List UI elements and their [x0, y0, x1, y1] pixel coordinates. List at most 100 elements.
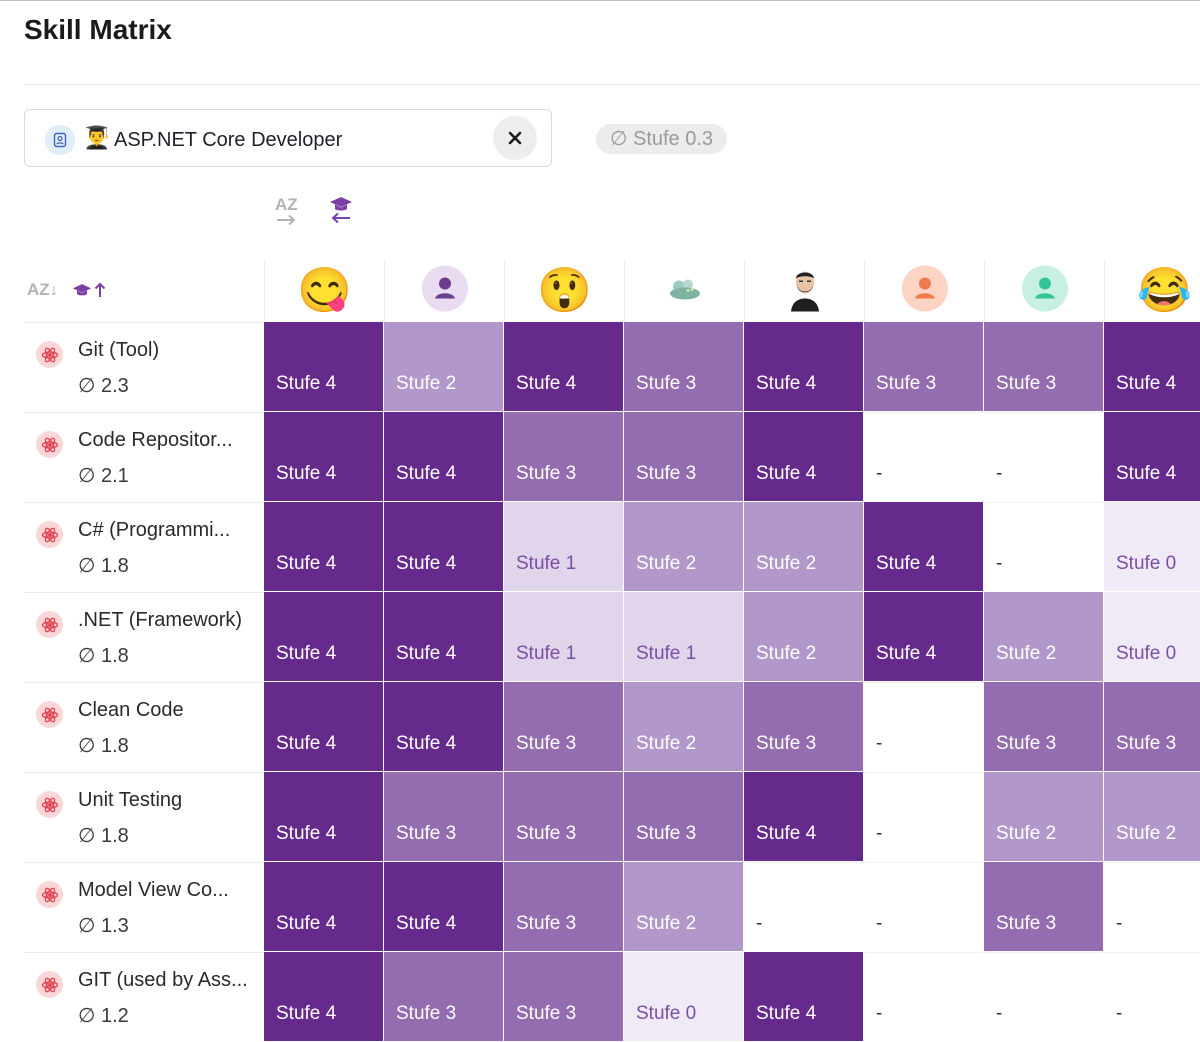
skill-level-cell[interactable]: - — [984, 952, 1104, 1042]
skill-level-cell[interactable]: - — [984, 412, 1104, 502]
skill-level-cell[interactable]: Stufe 0 — [1104, 592, 1200, 682]
skill-level-cell[interactable]: Stufe 3 — [384, 772, 504, 862]
skill-level-cell[interactable]: Stufe 3 — [504, 862, 624, 952]
skill-level-cell[interactable]: Stufe 4 — [264, 592, 384, 682]
skill-row-label[interactable]: Unit Testing ∅ 1.8 — [24, 772, 264, 862]
person-column-header[interactable] — [984, 260, 1104, 322]
skill-level-cell[interactable]: Stufe 4 — [264, 772, 384, 862]
skill-level-cell[interactable]: Stufe 4 — [744, 322, 864, 412]
skill-level-cell[interactable]: - — [864, 952, 984, 1042]
skill-row-label[interactable]: Code Repositor... ∅ 2.1 — [24, 412, 264, 502]
skill-level-label: Stufe 3 — [516, 733, 577, 754]
skill-level-cell[interactable]: Stufe 4 — [864, 502, 984, 592]
person-column-header[interactable] — [624, 260, 744, 322]
skill-level-cell[interactable]: Stufe 2 — [624, 502, 744, 592]
person-column-header[interactable]: 😲 — [504, 260, 624, 322]
skill-level-cell[interactable]: Stufe 2 — [744, 502, 864, 592]
skill-level-cell[interactable]: Stufe 4 — [864, 592, 984, 682]
skill-level-cell[interactable]: - — [864, 772, 984, 862]
person-column-header[interactable]: 😋 — [264, 260, 384, 322]
skill-level-cell[interactable]: Stufe 4 — [1104, 322, 1200, 412]
skill-level-cell[interactable]: Stufe 2 — [384, 322, 504, 412]
skill-level-cell[interactable]: Stufe 3 — [624, 412, 744, 502]
skill-level-cell[interactable]: - — [1104, 862, 1200, 952]
skill-row-label[interactable]: Git (Tool) ∅ 2.3 — [24, 322, 264, 412]
skill-level-cell[interactable]: Stufe 4 — [384, 592, 504, 682]
skill-level-label: Stufe 4 — [756, 373, 817, 394]
matrix-row: Stufe 4 Stufe 3 Stufe 3 Stufe 3 Stufe 4 - Stuf… — [264, 772, 1200, 862]
skill-level-cell[interactable]: Stufe 3 — [504, 412, 624, 502]
skill-level-cell[interactable]: Stufe 2 — [624, 682, 744, 772]
skill-row-label[interactable]: GIT (used by Ass... ∅ 1.2 — [24, 952, 264, 1042]
skill-level-cell[interactable]: Stufe 3 — [744, 682, 864, 772]
skill-level-cell[interactable]: - — [864, 682, 984, 772]
sort-rows-level-button[interactable] — [72, 282, 106, 298]
skill-level-cell[interactable]: Stufe 4 — [744, 772, 864, 862]
skill-level-cell[interactable]: - — [864, 862, 984, 952]
person-avatar-icon — [1021, 265, 1068, 317]
skill-level-cell[interactable]: - — [744, 862, 864, 952]
person-column-header[interactable]: 😂 — [1104, 260, 1200, 322]
skill-level-cell[interactable]: Stufe 0 — [1104, 502, 1200, 592]
emoji-avatar: 😲 — [537, 266, 592, 315]
skill-level-cell[interactable]: Stufe 2 — [984, 592, 1104, 682]
skill-level-cell[interactable]: Stufe 1 — [504, 592, 624, 682]
skill-level-cell[interactable]: Stufe 4 — [264, 682, 384, 772]
skill-level-cell[interactable]: Stufe 4 — [264, 862, 384, 952]
skill-level-cell[interactable]: Stufe 4 — [744, 412, 864, 502]
skill-row-label[interactable]: .NET (Framework) ∅ 1.8 — [24, 592, 264, 682]
skill-level-label: Stufe 1 — [516, 553, 577, 574]
skill-level-cell[interactable]: Stufe 3 — [984, 682, 1104, 772]
skill-level-cell[interactable]: Stufe 3 — [504, 682, 624, 772]
skill-level-cell[interactable]: Stufe 1 — [504, 502, 624, 592]
skill-level-label: Stufe 2 — [1116, 823, 1177, 844]
skill-level-cell[interactable]: Stufe 2 — [624, 862, 744, 952]
skill-level-cell[interactable]: Stufe 3 — [864, 322, 984, 412]
skill-level-cell[interactable]: Stufe 4 — [1104, 412, 1200, 502]
skill-level-cell[interactable]: Stufe 3 — [1104, 682, 1200, 772]
role-filter[interactable]: 👨‍🎓 ASP.NET Core Developer — [24, 109, 552, 167]
person-column-header[interactable] — [744, 260, 864, 322]
skill-level-cell[interactable]: Stufe 3 — [504, 952, 624, 1042]
skill-level-cell[interactable]: Stufe 3 — [504, 772, 624, 862]
skill-level-label: Stufe 4 — [516, 373, 577, 394]
skill-level-cell[interactable]: Stufe 4 — [264, 322, 384, 412]
skill-level-cell[interactable]: - — [864, 412, 984, 502]
skill-level-label: - — [996, 463, 1003, 484]
skill-level-cell[interactable]: Stufe 4 — [504, 322, 624, 412]
skill-level-cell[interactable]: Stufe 3 — [984, 322, 1104, 412]
skill-level-cell[interactable]: - — [984, 502, 1104, 592]
skill-level-cell[interactable]: Stufe 2 — [1104, 772, 1200, 862]
skill-level-cell[interactable]: - — [1104, 952, 1200, 1042]
skill-level-cell[interactable]: Stufe 4 — [384, 682, 504, 772]
clear-role-button[interactable] — [493, 116, 537, 160]
matrix-row: Stufe 4 Stufe 4 Stufe 3 Stufe 2 Stufe 3 - Stuf… — [264, 682, 1200, 772]
sort-columns-level-button[interactable] — [329, 196, 353, 224]
sort-rows-az-button[interactable]: AZ↓ — [27, 280, 59, 299]
skill-level-cell[interactable]: Stufe 4 — [264, 502, 384, 592]
person-column-header[interactable] — [864, 260, 984, 322]
skill-level-cell[interactable]: Stufe 4 — [264, 412, 384, 502]
skill-level-cell[interactable]: Stufe 2 — [744, 592, 864, 682]
skill-level-cell[interactable]: Stufe 4 — [384, 502, 504, 592]
skill-level-cell[interactable]: Stufe 4 — [264, 952, 384, 1042]
skill-row-label[interactable]: Clean Code ∅ 1.8 — [24, 682, 264, 772]
person-column-header[interactable] — [384, 260, 504, 322]
skill-level-cell[interactable]: Stufe 1 — [624, 592, 744, 682]
skill-level-cell[interactable]: Stufe 2 — [984, 772, 1104, 862]
skill-level-cell[interactable]: Stufe 4 — [384, 412, 504, 502]
skill-row-label[interactable]: Model View Co... ∅ 1.3 — [24, 862, 264, 952]
skill-level-label: Stufe 4 — [396, 553, 457, 574]
skill-level-cell[interactable]: Stufe 3 — [624, 322, 744, 412]
sort-columns-az-button[interactable]: AZ — [275, 196, 298, 226]
skill-row-label[interactable]: C# (Programmi... ∅ 1.8 — [24, 502, 264, 592]
skill-level-label: Stufe 3 — [516, 913, 577, 934]
skill-level-cell[interactable]: Stufe 4 — [384, 862, 504, 952]
skill-level-cell[interactable]: Stufe 0 — [624, 952, 744, 1042]
skill-level-cell[interactable]: Stufe 3 — [624, 772, 744, 862]
skill-matrix-grid: Stufe 4 Stufe 2 Stufe 4 Stufe 3 Stufe 4 Stufe… — [264, 322, 1200, 1042]
skill-level-cell[interactable]: Stufe 4 — [744, 952, 864, 1042]
skill-level-cell[interactable]: Stufe 3 — [384, 952, 504, 1042]
skill-name: Code Repositor... — [78, 429, 233, 451]
skill-level-cell[interactable]: Stufe 3 — [984, 862, 1104, 952]
